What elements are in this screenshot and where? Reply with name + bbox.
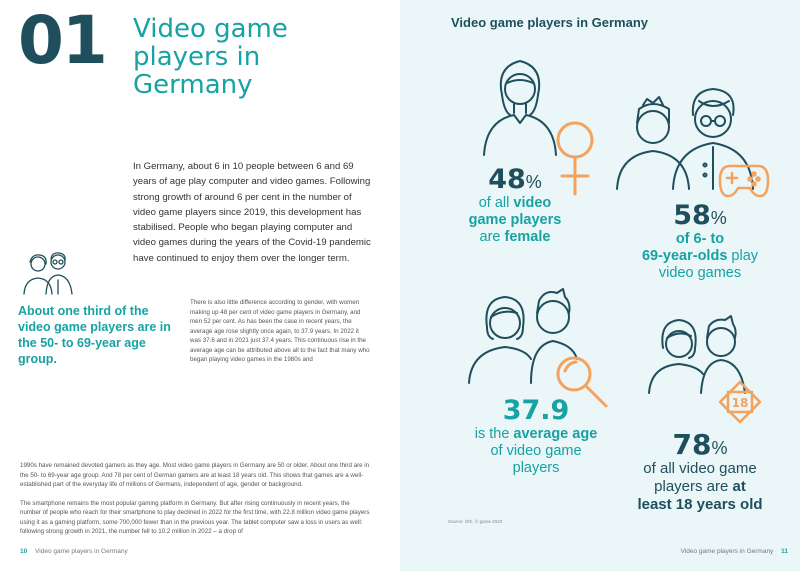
stat-adult: 78% of all video game players are at lea… — [610, 430, 790, 514]
stat-play-percent: % — [710, 208, 727, 228]
stat-play: 58% of 6- to 69-year-olds play video gam… — [605, 201, 795, 282]
stat-adult-line2: players are — [654, 478, 733, 495]
footer-page-number-right: 11 — [781, 548, 788, 555]
stat-female: 48% of all video game players are female — [450, 165, 580, 246]
senior-couple-small-icon — [23, 252, 73, 295]
couple-icon — [468, 288, 578, 384]
body-paragraph-smartphone: The smartphone remains the most popular … — [20, 499, 370, 536]
stat-play-line3: video games — [658, 265, 742, 281]
footer-running-title-right: Video game players in Germany — [680, 548, 774, 555]
stat-female-line3: are — [479, 229, 505, 245]
stat-play-line1: of 6- to — [675, 231, 725, 247]
body-text-column-top: There is also little difference accordin… — [190, 299, 370, 364]
infographic-title: Video game players in Germany — [451, 15, 649, 30]
stat-adult-number: 78 — [672, 428, 712, 461]
stat-age-number: 37.9 — [502, 395, 570, 426]
age-18-badge-label: 18 — [732, 396, 749, 410]
callout-text: About one third of the video game player… — [18, 304, 171, 366]
stat-age-line1-bold: average age — [513, 426, 598, 442]
stat-female-line1: of all — [478, 195, 514, 211]
footer-running-title: Video game players in Germany — [35, 548, 128, 555]
woman-icon — [483, 60, 557, 156]
stat-female-percent: % — [525, 172, 542, 192]
stat-play-line2-bold: 69-year-olds — [641, 248, 728, 264]
female-symbol-icon — [556, 121, 594, 196]
stat-age-line2: of video game — [490, 443, 582, 459]
body-text-column-bottom: 1990s have remained devoted gamers as th… — [20, 461, 370, 537]
stat-adult-percent: % — [711, 438, 728, 458]
left-page: 01 Video game players in Germany In Germ… — [18, 2, 371, 555]
footer-page-number: 10 — [20, 548, 28, 555]
stat-age: 37.9 is the average age of video game pl… — [452, 396, 620, 477]
family-icon — [648, 315, 746, 394]
stat-female-line1-bold: video — [513, 195, 552, 211]
chapter-number: 01 — [18, 2, 108, 79]
magnifier-icon — [556, 356, 608, 408]
age-18-badge-icon: 18 — [718, 380, 762, 424]
intro-paragraph: In Germany, about 6 in 10 people between… — [133, 161, 371, 264]
footer-right: Video game players in Germany 11 — [681, 548, 788, 555]
stat-adult-line1: of all video game — [643, 460, 757, 477]
stat-age-line3: players — [512, 460, 560, 476]
gamepad-icon — [718, 164, 770, 198]
stat-play-line2: play — [727, 248, 759, 264]
source-note: Source: GfK, © game 2023 — [448, 519, 503, 524]
chapter-title: Video game players in Germany — [133, 14, 288, 100]
body-paragraph-gamers: 1990s have remained devoted gamers as th… — [20, 462, 370, 489]
stat-adult-line3: least 18 years old — [637, 496, 763, 513]
stat-age-line1: is the — [474, 426, 514, 442]
stat-adult-line2-bold: at — [732, 478, 746, 495]
stat-female-number: 48 — [488, 164, 526, 195]
right-page: Video game players in Germany 48% of all… — [400, 0, 800, 571]
stat-female-line3-bold: female — [504, 229, 551, 245]
stat-play-number: 58 — [673, 200, 711, 231]
stat-female-line2: game players — [468, 212, 562, 228]
footer-left: 10 Video game players in Germany — [20, 548, 128, 555]
senior-couple-icon — [616, 88, 754, 190]
